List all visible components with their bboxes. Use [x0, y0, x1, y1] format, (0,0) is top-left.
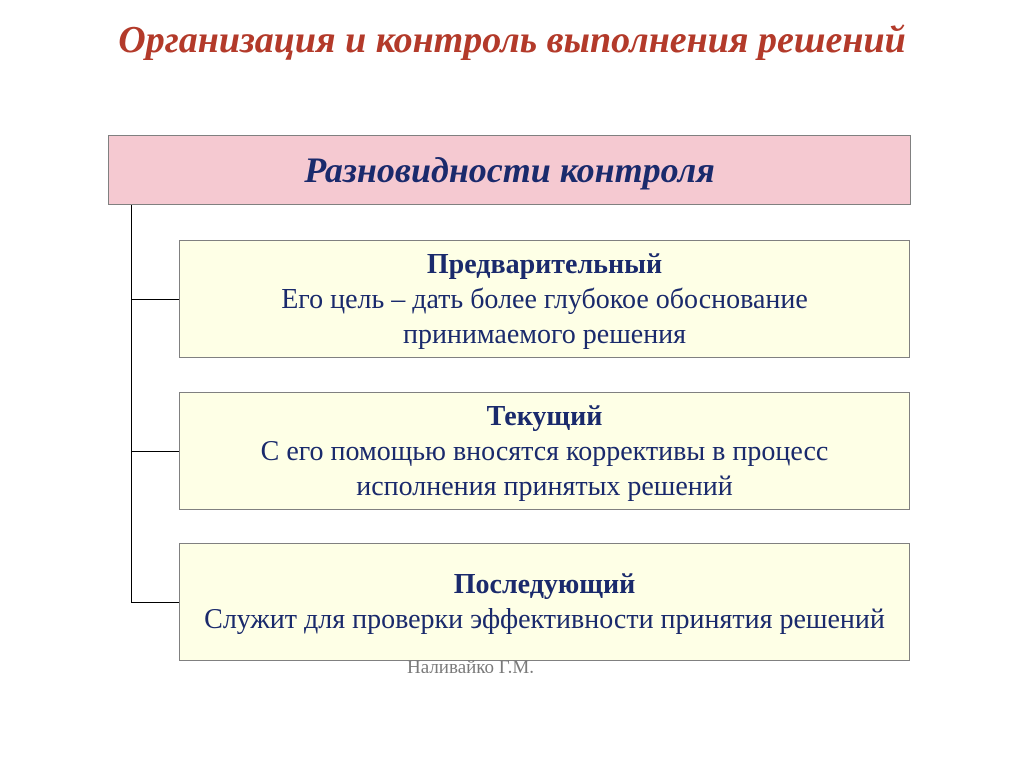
control-type-heading: Текущий [487, 399, 603, 434]
control-type-heading: Предварительный [427, 247, 662, 282]
connector-branch [131, 451, 179, 452]
footer-author: Наливайко Г.М. [407, 657, 534, 679]
connector-trunk [131, 205, 132, 602]
control-type-heading: Последующий [454, 567, 635, 602]
connector-branch [131, 602, 179, 603]
types-header-text: Разновидности контроля [304, 149, 715, 191]
control-type-body: Его цель – дать более глубокое обоснован… [200, 282, 889, 352]
control-type-box: ТекущийС его помощью вносятся коррективы… [179, 392, 910, 510]
control-type-box: ПредварительныйЕго цель – дать более глу… [179, 240, 910, 358]
slide-title: Организация и контроль выполнения решени… [0, 0, 1024, 88]
types-header-box: Разновидности контроля [108, 135, 911, 205]
control-type-box: ПоследующийСлужит для проверки эффективн… [179, 543, 910, 661]
connector-branch [131, 299, 179, 300]
control-type-body: С его помощью вносятся коррективы в проц… [200, 434, 889, 504]
control-type-body: Служит для проверки эффективности принят… [204, 602, 885, 637]
